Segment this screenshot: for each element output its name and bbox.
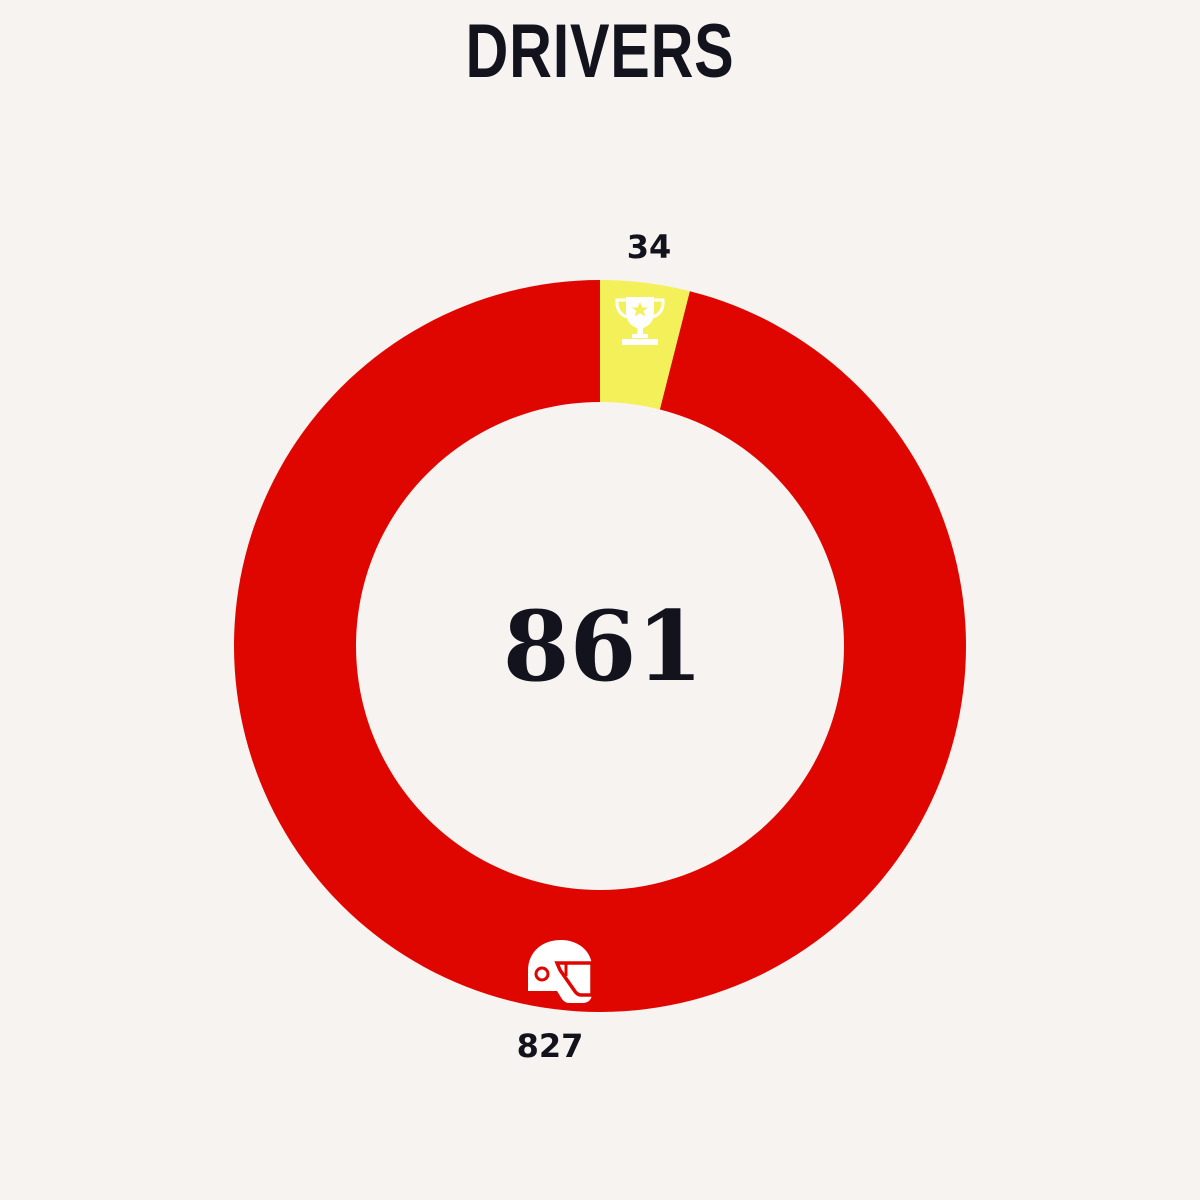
helmet-icon <box>528 940 594 1003</box>
center-total: 861 <box>503 590 703 703</box>
chart-title: DRIVERS <box>465 9 735 94</box>
segment-label-winners: 34 <box>627 228 672 266</box>
donut-segment-non-winners <box>234 280 967 1012</box>
trophy-icon <box>615 297 665 345</box>
segment-label-non-winners: 827 <box>517 1027 584 1065</box>
